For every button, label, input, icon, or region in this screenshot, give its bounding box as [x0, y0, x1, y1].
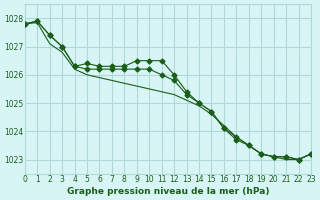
X-axis label: Graphe pression niveau de la mer (hPa): Graphe pression niveau de la mer (hPa) — [67, 187, 269, 196]
